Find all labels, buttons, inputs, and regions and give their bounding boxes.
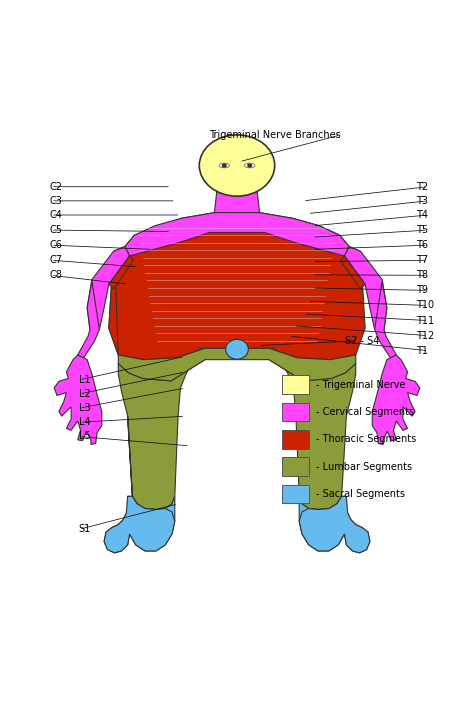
- Text: C5: C5: [50, 225, 63, 235]
- FancyBboxPatch shape: [282, 430, 309, 449]
- Polygon shape: [87, 246, 129, 329]
- Text: L4: L4: [79, 417, 91, 428]
- Text: T6: T6: [416, 240, 428, 250]
- Polygon shape: [104, 496, 175, 553]
- Polygon shape: [104, 496, 132, 553]
- Polygon shape: [214, 192, 260, 212]
- Polygon shape: [118, 348, 205, 510]
- Polygon shape: [109, 256, 133, 289]
- Polygon shape: [109, 212, 365, 360]
- Polygon shape: [118, 348, 356, 381]
- Polygon shape: [341, 256, 365, 289]
- Ellipse shape: [245, 163, 255, 168]
- Text: C8: C8: [50, 270, 63, 280]
- Text: C7: C7: [50, 255, 63, 266]
- Text: T10: T10: [416, 300, 434, 311]
- Ellipse shape: [222, 164, 227, 167]
- Polygon shape: [78, 281, 100, 360]
- Polygon shape: [374, 281, 396, 360]
- FancyBboxPatch shape: [282, 403, 309, 421]
- Ellipse shape: [247, 164, 252, 167]
- Text: T8: T8: [416, 270, 428, 280]
- Polygon shape: [128, 496, 175, 551]
- Text: T4: T4: [416, 210, 428, 220]
- Polygon shape: [109, 251, 118, 355]
- Text: L2: L2: [79, 389, 91, 399]
- FancyBboxPatch shape: [282, 484, 309, 503]
- Text: S2 - S4: S2 - S4: [346, 336, 380, 346]
- Text: T7: T7: [416, 255, 428, 266]
- Polygon shape: [128, 416, 132, 496]
- Text: L3: L3: [79, 403, 91, 413]
- Text: C4: C4: [50, 210, 63, 220]
- Text: - Lumbar Segments: - Lumbar Segments: [316, 462, 412, 472]
- Text: L1: L1: [79, 375, 91, 385]
- Text: - Sacral Segments: - Sacral Segments: [316, 489, 405, 499]
- Ellipse shape: [226, 339, 248, 359]
- Text: Trigeminal Nerve Branches: Trigeminal Nerve Branches: [209, 130, 341, 140]
- FancyBboxPatch shape: [282, 375, 309, 394]
- Text: T12: T12: [416, 331, 434, 341]
- Polygon shape: [372, 355, 420, 445]
- Text: - Trigeminal Nerve: - Trigeminal Nerve: [316, 379, 406, 389]
- Polygon shape: [269, 348, 356, 510]
- Ellipse shape: [219, 163, 229, 168]
- Text: T5: T5: [416, 225, 428, 235]
- Text: S1: S1: [79, 525, 91, 535]
- Text: C2: C2: [50, 182, 63, 192]
- Polygon shape: [342, 496, 370, 553]
- Text: T9: T9: [416, 285, 428, 295]
- Ellipse shape: [199, 135, 275, 196]
- Polygon shape: [125, 212, 349, 256]
- Polygon shape: [299, 496, 346, 551]
- Text: T3: T3: [416, 196, 428, 206]
- Text: L5: L5: [79, 431, 91, 442]
- Polygon shape: [54, 355, 102, 445]
- Text: - Cervical Segments: - Cervical Segments: [316, 407, 414, 417]
- Text: T1: T1: [416, 346, 428, 355]
- Text: C3: C3: [50, 196, 63, 206]
- FancyBboxPatch shape: [282, 457, 309, 476]
- Text: C6: C6: [50, 240, 63, 250]
- Polygon shape: [345, 246, 387, 329]
- Text: T11: T11: [416, 316, 434, 326]
- Text: T2: T2: [416, 182, 428, 192]
- Text: - Thoracic Segments: - Thoracic Segments: [316, 434, 417, 445]
- Polygon shape: [299, 496, 370, 553]
